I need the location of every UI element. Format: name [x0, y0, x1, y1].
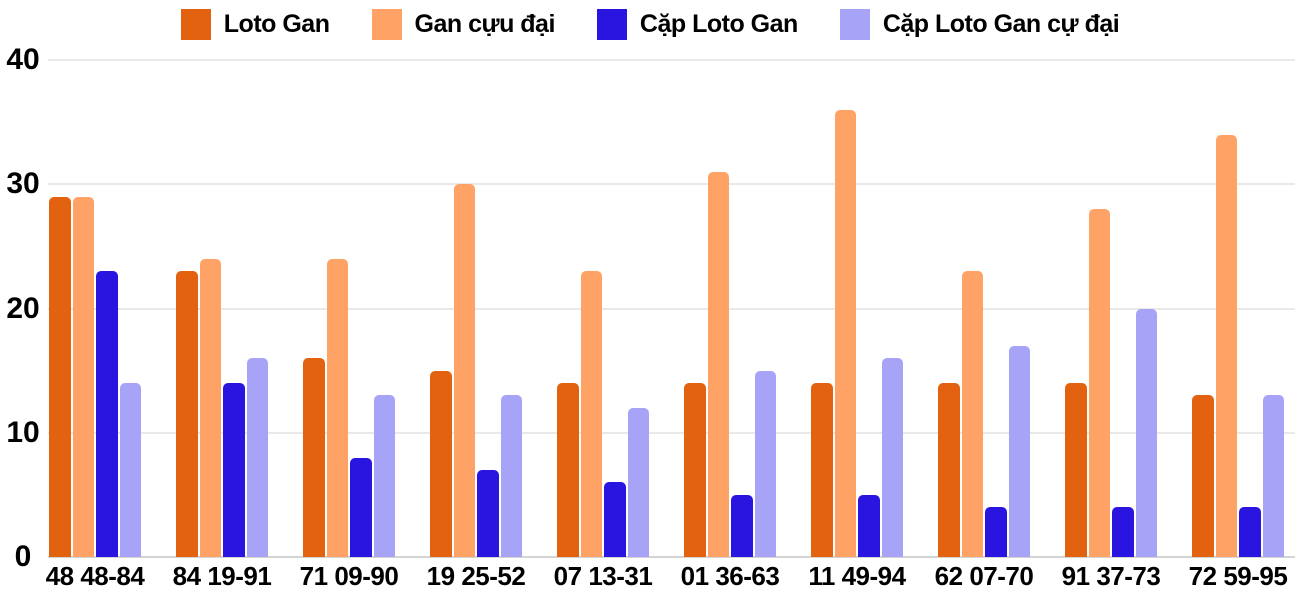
bar-cap-loto-gan[interactable]: [858, 494, 880, 557]
bar-group: [430, 184, 522, 557]
bar-cap-loto-gan-cu-đai[interactable]: [627, 407, 649, 557]
x-axis-line: [48, 556, 1295, 558]
chart-legend: Loto Gan Gan cựu đại Cặp Loto Gan Cặp Lo…: [0, 9, 1300, 40]
x-axis-category-label: 91 37-73: [1061, 561, 1161, 591]
bar-loto-gan[interactable]: [430, 370, 452, 557]
x-axis-category-label: 72 59-95: [1188, 561, 1288, 591]
bar-cap-loto-gan-cu-đai[interactable]: [500, 395, 522, 557]
bar-gan-cuu-đai[interactable]: [961, 271, 983, 557]
bar-group: [1192, 134, 1284, 557]
x-axis-category-label: 11 49-94: [808, 561, 906, 591]
legend-item-cap-loto-gan[interactable]: Cặp Loto Gan: [596, 9, 798, 40]
gridline: [48, 59, 1295, 61]
bar-group: [303, 258, 395, 557]
bar-gan-cuu-đai[interactable]: [834, 109, 856, 557]
bar-gan-cuu-đai[interactable]: [1215, 134, 1237, 557]
bar-gan-cuu-đai[interactable]: [453, 184, 475, 557]
bar-cap-loto-gan[interactable]: [731, 494, 753, 557]
legend-item-cap-loto-gan-cu-dai[interactable]: Cặp Loto Gan cự đại: [839, 9, 1120, 40]
bar-cap-loto-gan[interactable]: [1239, 507, 1261, 557]
bar-cap-loto-gan[interactable]: [96, 271, 118, 557]
legend-label: Gan cựu đại: [414, 10, 556, 38]
y-axis-tick-label: 0: [14, 540, 32, 573]
y-axis-tick-label: 20: [6, 291, 40, 325]
x-axis-category-label: 84 19-91: [172, 561, 272, 591]
bar-cap-loto-gan-cu-đai[interactable]: [881, 358, 903, 557]
bar-cap-loto-gan[interactable]: [223, 383, 245, 557]
bar-gan-cuu-đai[interactable]: [1088, 209, 1110, 557]
bar-group: [557, 271, 649, 557]
bar-gan-cuu-đai[interactable]: [199, 258, 221, 557]
bar-cap-loto-gan-cu-đai[interactable]: [246, 358, 268, 557]
bar-cap-loto-gan-cu-đai[interactable]: [1262, 395, 1284, 557]
bar-group: [684, 171, 776, 557]
bar-loto-gan[interactable]: [938, 383, 960, 557]
x-axis-category-label: 62 07-70: [934, 561, 1034, 591]
bar-loto-gan[interactable]: [176, 271, 198, 557]
y-axis-tick-label: 10: [6, 415, 40, 449]
gridline: [48, 307, 1295, 310]
legend-swatch-loto-gan: [180, 9, 211, 40]
bar-cap-loto-gan[interactable]: [1112, 507, 1134, 557]
bar-cap-loto-gan[interactable]: [985, 507, 1007, 557]
legend-label: Cặp Loto Gan: [639, 10, 798, 38]
bar-loto-gan[interactable]: [557, 383, 579, 557]
bar-cap-loto-gan-cu-đai[interactable]: [1008, 345, 1030, 557]
legend-swatch-gan-cuu-dai: [371, 9, 402, 40]
bar-loto-gan[interactable]: [811, 383, 833, 557]
bar-gan-cuu-đai[interactable]: [72, 196, 94, 557]
bar-cap-loto-gan[interactable]: [604, 482, 626, 557]
bar-group: [1065, 209, 1157, 557]
bar-loto-gan[interactable]: [1065, 383, 1087, 557]
legend-label: Loto Gan: [223, 10, 330, 38]
x-axis-category-label: 71 09-90: [299, 561, 399, 591]
bar-cap-loto-gan-cu-đai[interactable]: [373, 395, 395, 557]
bar-gan-cuu-đai[interactable]: [580, 271, 602, 557]
bar-cap-loto-gan-cu-đai[interactable]: [754, 370, 776, 557]
x-axis-category-label: 01 36-63: [680, 561, 780, 591]
legend-swatch-cap-loto-gan: [596, 9, 627, 40]
legend-label: Cặp Loto Gan cự đại: [882, 10, 1120, 38]
y-axis-tick-label: 30: [6, 167, 40, 201]
x-axis-category-label: 19 25-52: [426, 561, 526, 591]
bar-cap-loto-gan[interactable]: [477, 470, 499, 557]
legend-item-gan-cuu-dai[interactable]: Gan cựu đại: [371, 9, 556, 40]
gridline: [48, 431, 1295, 434]
bar-gan-cuu-đai[interactable]: [326, 258, 348, 557]
bar-loto-gan[interactable]: [1192, 395, 1214, 557]
bar-loto-gan[interactable]: [684, 383, 706, 557]
bar-loto-gan[interactable]: [303, 358, 325, 557]
bar-cap-loto-gan-cu-đai[interactable]: [1135, 308, 1157, 557]
legend-swatch-cap-loto-gan-cu-dai: [839, 9, 870, 40]
bar-gan-cuu-đai[interactable]: [707, 171, 729, 557]
legend-item-loto-gan[interactable]: Loto Gan: [180, 9, 330, 40]
bar-group: [811, 109, 903, 557]
x-axis-category-label: 07 13-31: [553, 561, 653, 591]
bar-group: [938, 271, 1030, 557]
x-axis-category-label: 48 48-84: [45, 561, 145, 591]
bar-group: [176, 258, 268, 557]
y-axis-tick-label: 40: [6, 43, 40, 76]
bar-cap-loto-gan-cu-đai[interactable]: [119, 383, 141, 557]
bar-group: [49, 196, 141, 557]
bar-cap-loto-gan[interactable]: [350, 457, 372, 557]
gridline: [48, 183, 1295, 186]
bar-loto-gan[interactable]: [49, 196, 71, 557]
